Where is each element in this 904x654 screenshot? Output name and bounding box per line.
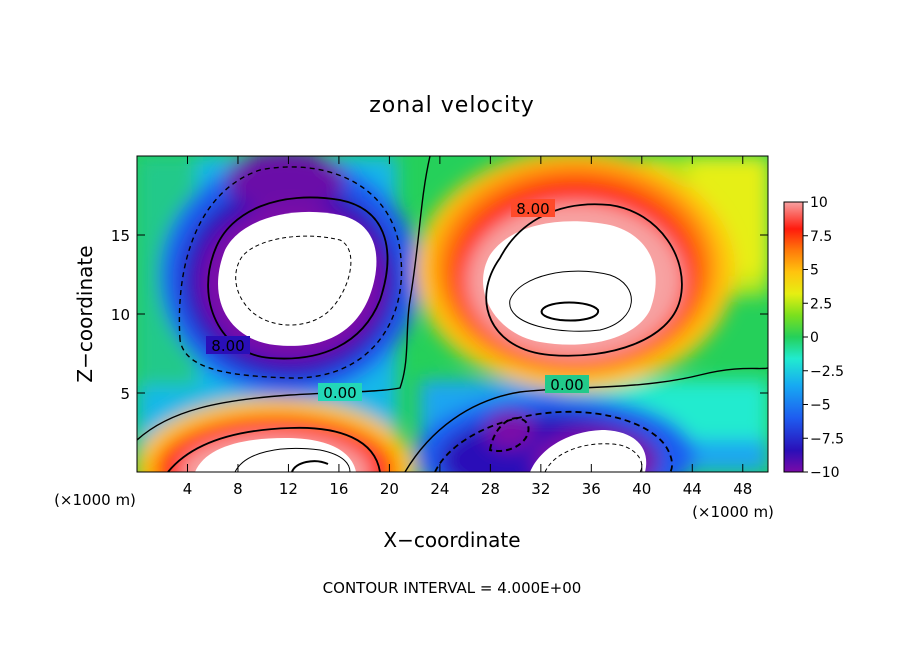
colorbar-tick-label-6: −5 — [810, 398, 831, 414]
x-tick-label-48: 48 — [733, 480, 752, 498]
core-white-lower-right — [530, 430, 647, 472]
x-axis-ticks: 4 8 12 16 20 24 28 32 36 40 44 48 — [183, 156, 752, 498]
contour-interval-note: CONTOUR INTERVAL = 4.000E+00 — [323, 579, 582, 597]
x-tick-label-20: 20 — [380, 480, 399, 498]
colorbar-tick-label-7: −7.5 — [810, 431, 844, 447]
y-tick-label-10: 10 — [111, 306, 130, 324]
x-unit-left: (×1000 m) — [54, 491, 136, 509]
y-tick-label-5: 5 — [120, 385, 130, 403]
core-white-upper-right — [483, 221, 656, 345]
x-tick-label-44: 44 — [683, 480, 702, 498]
colorbar-gradient — [783, 201, 804, 473]
x-tick-label-8: 8 — [233, 480, 243, 498]
x-tick-label-4: 4 — [183, 480, 193, 498]
x-tick-label-28: 28 — [481, 480, 500, 498]
y-axis-label: Z−coordinate — [73, 245, 97, 382]
colorbar-tick-label-2: 5 — [810, 263, 819, 279]
x-tick-label-16: 16 — [329, 480, 348, 498]
x-tick-label-12: 12 — [279, 480, 298, 498]
velocity-field — [137, 156, 768, 472]
contour-label-0-right: 0.00 — [550, 376, 583, 394]
core-white-lower-left — [195, 438, 356, 472]
colorbar-tick-label-0: 10 — [810, 195, 828, 211]
colorbar-tick-label-1: 7.5 — [810, 229, 832, 245]
y-tick-label-15: 15 — [111, 227, 130, 245]
x-tick-label-40: 40 — [632, 480, 651, 498]
x-tick-label-32: 32 — [531, 480, 550, 498]
colorbar-tick-label-4: 0 — [810, 330, 819, 346]
chart-title: zonal velocity — [369, 93, 535, 118]
colorbar: 10 7.5 5 2.5 0 −2.5 −5 −7.5 −10 — [783, 195, 844, 481]
x-axis-label: X−coordinate — [383, 528, 520, 552]
colorbar-ticks: 10 7.5 5 2.5 0 −2.5 −5 −7.5 −10 — [803, 195, 844, 481]
contour-label-0-left: 0.00 — [323, 384, 356, 402]
x-unit-right: (×1000 m) — [692, 503, 774, 521]
contour-label-8-upper: 8.00 — [516, 200, 549, 218]
contour-label-8-lower: 8.00 — [211, 337, 244, 355]
colorbar-tick-label-5: −2.5 — [810, 364, 844, 380]
y-axis-ticks: 5 10 15 — [111, 227, 768, 403]
x-tick-label-36: 36 — [582, 480, 601, 498]
colorbar-tick-label-3: 2.5 — [810, 296, 832, 312]
contour-labels: 8.00 8.00 0.00 0.00 — [206, 199, 589, 402]
colorbar-tick-label-8: −10 — [810, 465, 840, 481]
x-tick-label-24: 24 — [430, 480, 449, 498]
